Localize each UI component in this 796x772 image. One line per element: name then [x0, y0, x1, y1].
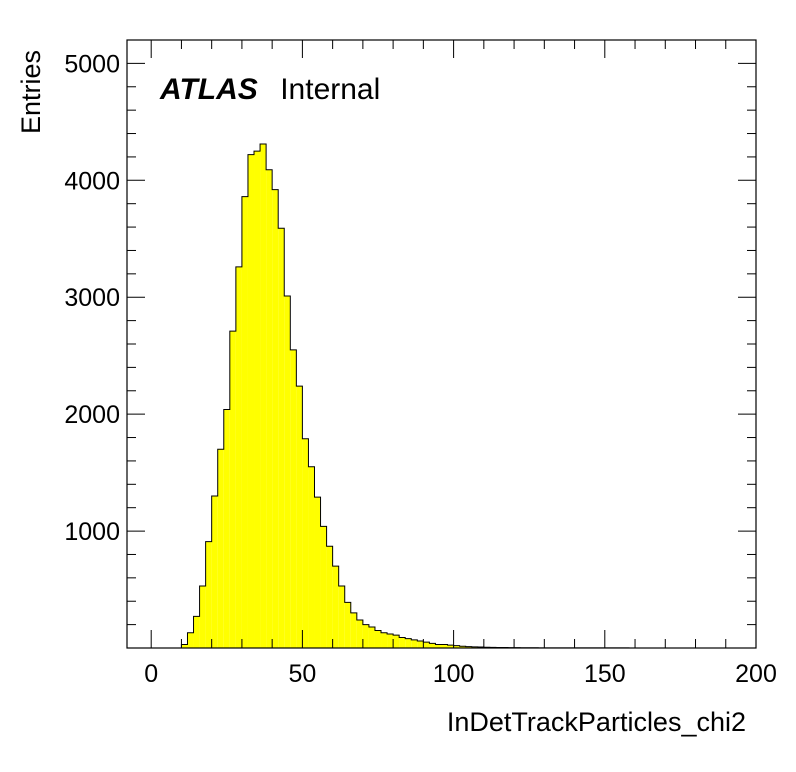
y-tick-label: 5000	[64, 50, 120, 78]
histogram-bar	[193, 616, 200, 648]
histogram-bar	[308, 466, 315, 648]
histogram-bar	[290, 349, 297, 648]
histogram-bar	[205, 541, 212, 648]
histogram-bar	[296, 386, 303, 648]
histogram-bar	[199, 586, 206, 648]
histogram-bar	[278, 228, 285, 648]
histogram-bar	[374, 630, 382, 648]
histogram-bar	[429, 643, 436, 648]
histogram-bar	[381, 632, 388, 648]
histogram-bar	[350, 612, 357, 648]
histogram-bar	[272, 189, 279, 648]
histogram-bar	[459, 646, 466, 648]
histogram-bar	[387, 633, 394, 648]
y-axis-title: Entries	[16, 50, 46, 134]
histogram-bar	[254, 151, 261, 648]
x-tick-label: 100	[433, 660, 475, 688]
histogram-bar	[235, 266, 242, 648]
histogram-bar	[302, 438, 309, 648]
histogram-bar	[247, 154, 255, 648]
histogram-bar	[338, 586, 345, 648]
histogram-bar	[332, 566, 339, 648]
histogram-bar	[266, 169, 273, 648]
atlas-label: ATLAS Internal	[159, 73, 380, 106]
x-tick-label: 200	[735, 660, 777, 688]
atlas-experiment-label: ATLAS	[159, 73, 258, 106]
histogram-bar	[362, 624, 369, 648]
histogram-bar	[405, 638, 412, 648]
histogram-bar	[326, 546, 333, 648]
histogram-bar	[465, 646, 472, 648]
histogram-bars	[180, 143, 630, 649]
histogram-bar	[441, 644, 448, 648]
histogram-bar	[368, 626, 375, 648]
x-tick-label: 50	[288, 660, 316, 688]
histogram-bar	[447, 645, 454, 648]
histogram-bar	[423, 642, 430, 648]
y-tick-label: 3000	[64, 284, 120, 312]
histogram-bar	[417, 640, 424, 648]
y-tick-labels: 1000 2000 3000 4000 5000	[64, 50, 120, 546]
y-tick-label: 1000	[64, 518, 120, 546]
histogram-bar	[320, 526, 327, 648]
histogram-bar	[260, 144, 267, 648]
histogram-bar	[241, 196, 248, 648]
x-tick-label: 0	[144, 660, 158, 688]
histogram-bar	[344, 602, 351, 648]
histogram-bar	[181, 644, 188, 648]
x-axis-title: InDetTrackParticles_chi2	[447, 707, 746, 737]
histogram-bar	[453, 645, 460, 648]
histogram-bar	[211, 496, 218, 648]
histogram-bar	[217, 449, 224, 648]
histogram-bar	[187, 632, 194, 648]
y-tick-label: 4000	[64, 167, 120, 195]
histogram-bar	[393, 635, 400, 648]
y-tick-label: 2000	[64, 401, 120, 429]
histogram-bar	[223, 409, 230, 648]
histogram-bar	[356, 619, 363, 648]
plot-frame	[126, 39, 757, 649]
histogram-bar	[229, 331, 236, 648]
histogram-bar	[435, 644, 442, 648]
histogram-bar	[284, 296, 291, 648]
x-tick-labels: 0 50 100 150 200	[144, 660, 777, 688]
histogram-bar	[314, 497, 321, 648]
histogram-bar	[399, 637, 406, 648]
atlas-status-label: Internal	[280, 73, 380, 106]
axis-ticks	[127, 39, 757, 648]
x-tick-label: 150	[584, 660, 626, 688]
histogram-bar	[411, 639, 418, 648]
